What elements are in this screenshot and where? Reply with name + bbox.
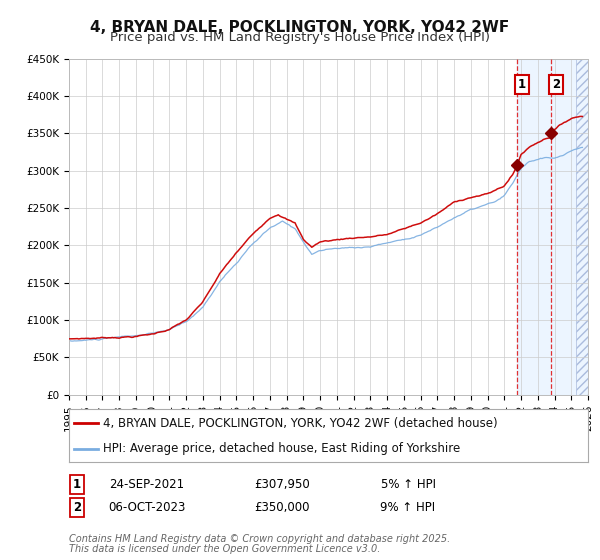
Text: This data is licensed under the Open Government Licence v3.0.: This data is licensed under the Open Gov…	[69, 544, 380, 554]
Text: 4, BRYAN DALE, POCKLINGTON, YORK, YO42 2WF: 4, BRYAN DALE, POCKLINGTON, YORK, YO42 2…	[91, 20, 509, 35]
Text: 5% ↑ HPI: 5% ↑ HPI	[380, 478, 436, 491]
Bar	[517, 59, 588, 395]
Text: 1: 1	[73, 478, 81, 491]
Text: 24-SEP-2021: 24-SEP-2021	[109, 478, 185, 491]
Text: £350,000: £350,000	[254, 501, 310, 515]
Text: HPI: Average price, detached house, East Riding of Yorkshire: HPI: Average price, detached house, East…	[103, 442, 460, 455]
Text: 2: 2	[73, 501, 81, 515]
Text: 2: 2	[552, 78, 560, 91]
Text: 4, BRYAN DALE, POCKLINGTON, YORK, YO42 2WF (detached house): 4, BRYAN DALE, POCKLINGTON, YORK, YO42 2…	[103, 417, 497, 430]
Bar	[576, 59, 588, 395]
Text: Price paid vs. HM Land Registry's House Price Index (HPI): Price paid vs. HM Land Registry's House …	[110, 31, 490, 44]
Text: 9% ↑ HPI: 9% ↑ HPI	[380, 501, 436, 515]
Text: Contains HM Land Registry data © Crown copyright and database right 2025.: Contains HM Land Registry data © Crown c…	[69, 534, 450, 544]
Text: 1: 1	[518, 78, 526, 91]
Text: £307,950: £307,950	[254, 478, 310, 491]
Text: 06-OCT-2023: 06-OCT-2023	[109, 501, 185, 515]
